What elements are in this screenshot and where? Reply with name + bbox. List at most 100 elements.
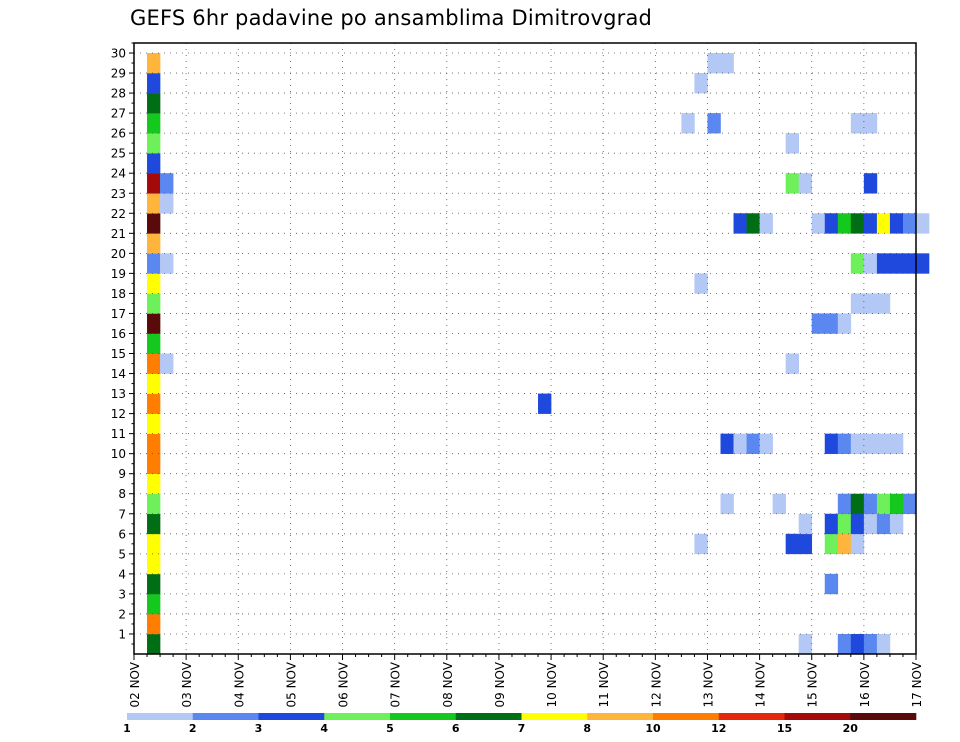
y-tick-label: 16 xyxy=(111,327,126,341)
x-tick-label: 05 NOV xyxy=(284,661,298,707)
heatmap-cell xyxy=(889,513,904,535)
heatmap-cell xyxy=(863,253,878,274)
heatmap-cell xyxy=(863,293,878,314)
y-tick-label: 28 xyxy=(111,87,126,101)
heatmap-cell xyxy=(876,493,891,515)
colorbar-label: 6 xyxy=(452,722,460,735)
heatmap-cell xyxy=(785,353,799,374)
heatmap-cell xyxy=(694,273,708,294)
heatmap-cell xyxy=(160,353,174,374)
heatmap-cells xyxy=(147,53,930,655)
heatmap-cell xyxy=(147,433,161,454)
heatmap-cell xyxy=(798,533,813,555)
y-tick-label: 8 xyxy=(118,487,126,501)
y-tick-label: 12 xyxy=(111,407,126,421)
colorbar-swatch xyxy=(258,713,325,720)
heatmap-cell xyxy=(824,213,839,234)
colorbar-swatch xyxy=(850,713,917,720)
colorbar-swatch xyxy=(455,713,522,720)
heatmap-cell xyxy=(876,253,891,274)
y-tick-label: 21 xyxy=(111,227,126,241)
heatmap-cell xyxy=(147,413,161,434)
y-tick-label: 10 xyxy=(111,447,126,461)
heatmap-cell xyxy=(147,513,161,535)
heatmap-cell xyxy=(889,213,904,234)
heatmap-cell xyxy=(147,493,161,515)
heatmap-cell xyxy=(837,433,852,454)
heatmap-cell xyxy=(850,213,865,234)
x-tick-label: 10 NOV xyxy=(545,661,559,707)
y-tick-label: 20 xyxy=(111,247,126,261)
y-tick-label: 24 xyxy=(111,167,126,181)
heatmap-cell xyxy=(707,113,721,134)
y-tick-label: 14 xyxy=(111,367,126,381)
x-tick-label: 07 NOV xyxy=(389,661,403,707)
heatmap-cell xyxy=(759,433,773,454)
heatmap-cell xyxy=(147,553,161,575)
heatmap-cell xyxy=(746,433,760,454)
x-tick-label: 15 NOV xyxy=(806,661,820,707)
colorbar-label: 5 xyxy=(386,722,394,735)
y-tick-label: 29 xyxy=(111,67,126,81)
heatmap-cell xyxy=(876,213,891,234)
heatmap-cell xyxy=(916,213,930,234)
heatmap-cell xyxy=(694,73,708,94)
x-tick-label: 08 NOV xyxy=(441,661,455,707)
x-tick-label: 06 NOV xyxy=(337,661,351,707)
heatmap-cell xyxy=(876,513,891,535)
heatmap-cell xyxy=(863,433,878,454)
y-tick-label: 1 xyxy=(118,627,126,641)
heatmap-cell xyxy=(147,453,161,474)
heatmap-cell xyxy=(824,513,839,535)
colorbar-label: 1 xyxy=(123,722,131,735)
heatmap-cell xyxy=(147,393,161,414)
heatmap-cell xyxy=(889,253,904,274)
heatmap-cell xyxy=(837,213,852,234)
colorbar-label: 10 xyxy=(645,722,661,735)
heatmap-cell xyxy=(785,133,799,154)
heatmap-cell xyxy=(147,533,161,555)
heatmap-cell xyxy=(147,173,161,194)
heatmap-cell xyxy=(837,533,852,555)
heatmap-cell xyxy=(759,213,773,234)
y-tick-label: 11 xyxy=(111,427,126,441)
heatmap-cell xyxy=(147,473,161,495)
x-tick-label: 04 NOV xyxy=(232,661,246,707)
heatmap-cell xyxy=(147,233,161,254)
heatmap-cell xyxy=(798,633,813,655)
heatmap-cell xyxy=(863,513,878,535)
y-tick-label: 17 xyxy=(111,307,126,321)
heatmap-cell xyxy=(147,353,161,374)
colorbar-swatch xyxy=(324,713,391,720)
heatmap-cell xyxy=(863,113,878,134)
heatmap-cell xyxy=(147,313,161,334)
heatmap-cell xyxy=(147,73,161,94)
colorbar-swatch xyxy=(587,713,654,720)
heatmap-cell xyxy=(889,493,904,515)
chart-title: GEFS 6hr padavine po ansamblima Dimitrov… xyxy=(130,6,653,30)
heatmap-cell xyxy=(147,93,161,114)
y-tick-label: 26 xyxy=(111,127,126,141)
heatmap-cell xyxy=(772,493,786,515)
heatmap-cell xyxy=(785,173,799,194)
heatmap-cell xyxy=(785,533,799,555)
heatmap-cell xyxy=(824,433,839,454)
x-axis: 02 NOV 03 NOV 04 NOV 05 NOV 06 NOV 07 NOV 08 N… xyxy=(128,654,924,708)
heatmap-cell xyxy=(707,53,721,74)
heatmap-cell xyxy=(160,253,174,274)
y-tick-label: 23 xyxy=(111,187,126,201)
heatmap-cell xyxy=(147,153,161,174)
heatmap-cell xyxy=(798,513,813,535)
heatmap-cell xyxy=(837,493,852,515)
heatmap-cell xyxy=(811,213,826,234)
heatmap-cell xyxy=(147,333,161,354)
x-tick-label: 03 NOV xyxy=(180,661,194,707)
colorbar-label: 12 xyxy=(711,722,726,735)
x-tick-label: 16 NOV xyxy=(858,661,872,707)
colorbar-swatch xyxy=(718,713,785,720)
x-tick-label: 14 NOV xyxy=(754,661,768,707)
y-tick-label: 15 xyxy=(111,347,126,361)
y-axis: 1234567891011121314151617181920212223242… xyxy=(111,42,134,645)
y-tick-label: 5 xyxy=(118,547,126,561)
